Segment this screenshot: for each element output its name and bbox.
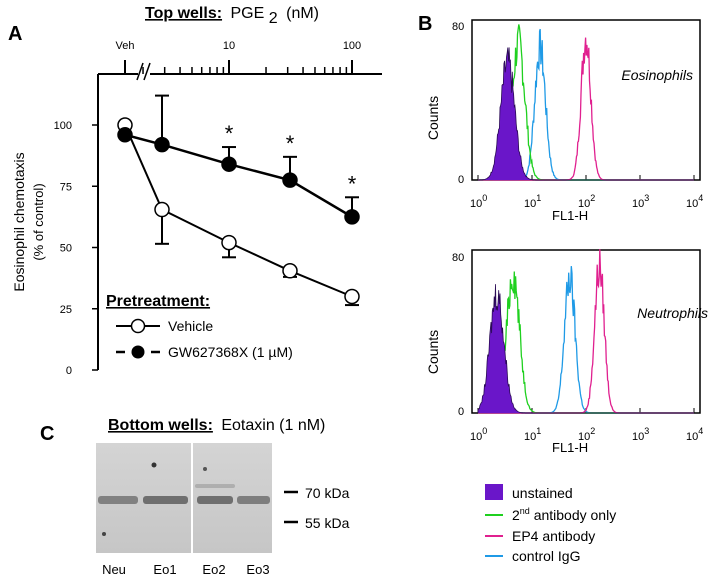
eos-ylabel: Counts [425, 96, 441, 140]
x-tick-label: 103 [632, 193, 649, 210]
x-tick-label: 101 [524, 426, 541, 443]
top-tick-100: 100 [343, 40, 361, 52]
top-tick-veh: Veh [116, 40, 135, 52]
neu-histograms [477, 249, 694, 414]
marker-70-label: 70 kDa [305, 485, 350, 501]
vehicle-point [282, 263, 298, 279]
panel-a-title-unit: (nM) [286, 5, 319, 22]
significance-asterisk: * [348, 171, 357, 196]
panel-a-title-sub: 2 [269, 10, 278, 27]
histogram-unstained [478, 47, 694, 181]
band-eo1 [143, 496, 188, 504]
y-axis-ticks: 100 75 50 25 0 [54, 120, 98, 377]
neu-ylabel: Counts [425, 330, 441, 374]
eos-ymin: 0 [458, 174, 464, 186]
histogram-second-antibody [478, 271, 694, 414]
y-axis-subtitle: (% of control) [31, 183, 46, 260]
top-tick-10: 10 [223, 40, 235, 52]
y-tick-label: 25 [60, 304, 72, 316]
vehicle-point [344, 288, 360, 305]
histogram-eosinophils: 80 0 Counts Eosinophils 100 101 102 103 104 … [425, 19, 703, 223]
axis-break-2 [143, 62, 151, 81]
panel-c-title: Bottom wells: Eotaxin (1 nM) [108, 417, 325, 434]
x-tick-label: 103 [632, 426, 649, 443]
panel-b-label: B [418, 13, 432, 35]
panel-c-label: C [40, 423, 54, 445]
panel-a: A Top wells: PGE 2 (nM) Veh 10 100 100 75… [8, 5, 382, 377]
panel-b-legend: unstained 2nd antibody only EP4 antibody… [485, 484, 616, 564]
x-tick-label: 100 [470, 426, 487, 443]
neu-ymax: 80 [452, 252, 464, 264]
eos-ymax: 80 [452, 21, 464, 33]
blot-speck-1 [151, 462, 157, 468]
panel-a-title-rest: PGE [231, 5, 265, 22]
x-tick-label: 100 [470, 193, 487, 210]
lane-label-neu: Neu [102, 562, 126, 577]
y-tick-label: 100 [54, 120, 72, 132]
neu-plot-label: Neutrophils [637, 305, 708, 321]
y-tick-label: 75 [60, 181, 72, 193]
eos-plot-label: Eosinophils [621, 67, 693, 83]
x-tick-label: 104 [686, 426, 703, 443]
band-neu [98, 496, 138, 504]
gw-point [344, 209, 360, 225]
y-tick-label: 0 [66, 365, 72, 377]
y-axis-title: Eosinophil chemotaxis [11, 152, 27, 291]
gw-point [221, 156, 237, 172]
legend-title: Pretreatment: [106, 293, 210, 310]
panel-a-series: * * * [117, 94, 360, 307]
y-tick-label: 50 [60, 243, 72, 255]
panel-b: B 80 0 Counts Eosinophils 100 101 102 103 10… [418, 13, 708, 564]
eos-histograms [478, 24, 694, 181]
gw-point [154, 136, 170, 153]
marker-55-label: 55 kDa [305, 515, 350, 531]
histogram-neutrophils: 80 0 Counts Neutrophils 100 101 102 103 104 … [425, 249, 708, 455]
legend-gw-label: GW627368X (1 µM) [168, 344, 293, 360]
band-eo3 [237, 496, 270, 504]
band-faint [195, 484, 235, 488]
significance-asterisk: * [225, 121, 234, 146]
legend-second-ab-label: 2nd antibody only [512, 506, 616, 523]
blot-bands [98, 462, 270, 536]
histogram-unstained [477, 284, 694, 414]
band-eo2 [197, 496, 233, 504]
panel-a-label: A [8, 23, 22, 45]
lane-label-eo2: Eo2 [202, 562, 225, 577]
panel-c-title-rest: Eotaxin (1 nM) [221, 417, 325, 434]
axis-break-1 [136, 62, 144, 81]
legend-igg-label: control IgG [512, 548, 580, 564]
histogram-ep4 [478, 249, 694, 414]
panel-a-title: Top wells: PGE 2 (nM) [145, 5, 319, 27]
vehicle-point [154, 201, 170, 218]
significance-asterisk: * [286, 131, 295, 156]
vehicle-point [221, 234, 237, 251]
gw-point [282, 172, 298, 188]
legend-ep4-label: EP4 antibody [512, 528, 595, 544]
blot-speck-3 [102, 532, 106, 536]
neu-xlabel: FL1-H [552, 440, 588, 455]
legend-vehicle-label: Vehicle [168, 318, 213, 334]
lane-label-eo3: Eo3 [246, 562, 269, 577]
legend-unstained-swatch [485, 484, 503, 500]
x-tick-label: 104 [686, 193, 703, 210]
gw-point [117, 127, 133, 143]
legend-unstained-label: unstained [512, 485, 573, 501]
panel-c-title-bold: Bottom wells: [108, 417, 213, 434]
panel-c: C Bottom wells: Eotaxin (1 nM) 70 kDa 55… [40, 417, 350, 577]
top-axis-ticks [124, 60, 353, 74]
panel-a-title-bold: Top wells: [145, 5, 222, 22]
blot-speck-2 [203, 467, 207, 471]
lane-label-eo1: Eo1 [153, 562, 176, 577]
neu-ymin: 0 [458, 406, 464, 418]
x-tick-label: 101 [524, 193, 541, 210]
eos-xlabel: FL1-H [552, 208, 588, 223]
legend-gw-marker [131, 345, 145, 359]
legend-vehicle-marker [130, 318, 146, 334]
